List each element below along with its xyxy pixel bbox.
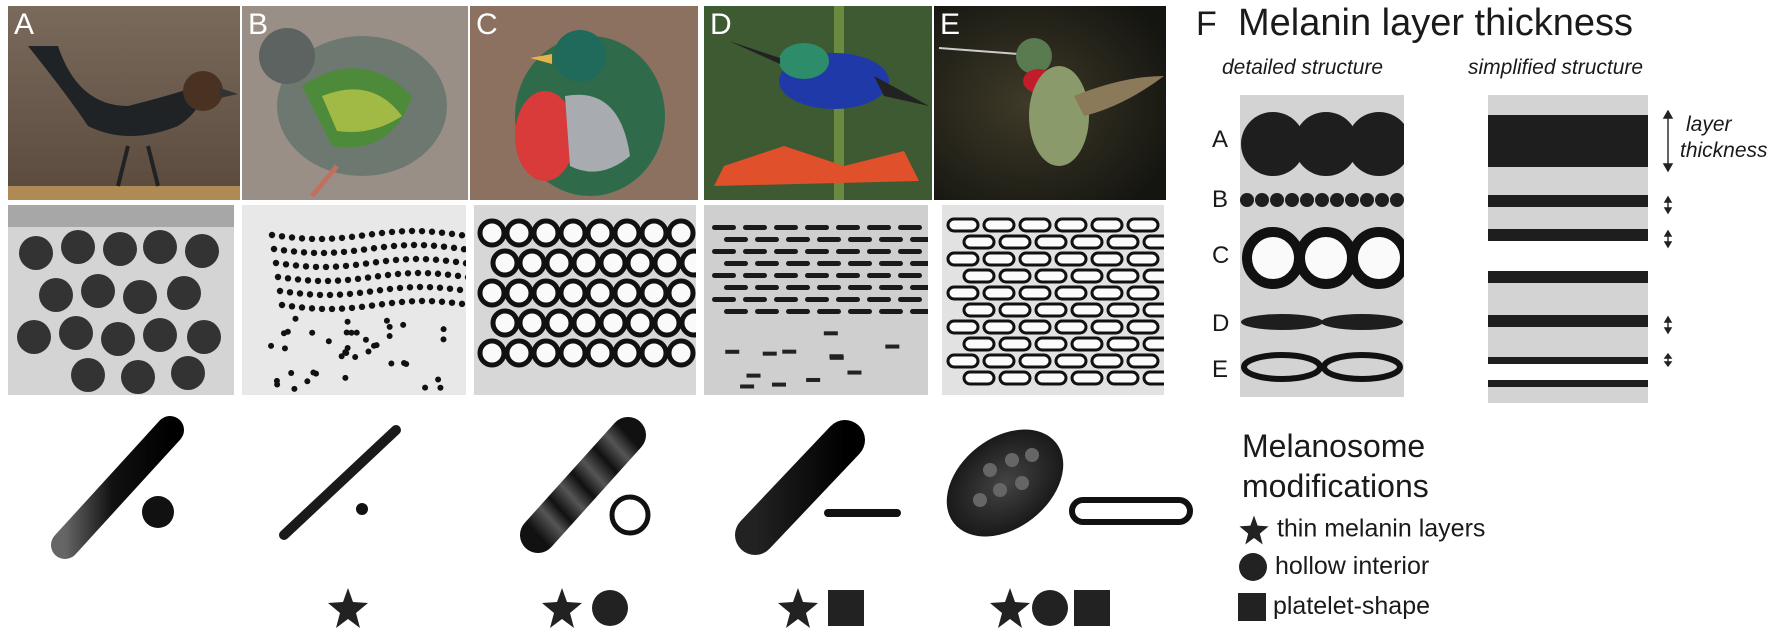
star-icon bbox=[1239, 515, 1269, 545]
tem-a-solid-rods bbox=[8, 205, 234, 395]
photo-a-cowbird: A bbox=[8, 6, 240, 200]
layer-thickness-label: layer thickness bbox=[1680, 112, 1768, 164]
panel-label-c: C bbox=[476, 8, 498, 41]
layer-thickness-arrows bbox=[1662, 110, 1674, 368]
detail-d-platelets bbox=[1241, 314, 1403, 330]
panel-label-a: A bbox=[14, 8, 35, 41]
detail-c-hollow-circles bbox=[1242, 227, 1404, 289]
legend-title-line2: modifications bbox=[1242, 468, 1429, 504]
circle-icon bbox=[592, 590, 628, 626]
tem-c-hollow-rods bbox=[474, 205, 696, 395]
detail-b-small-circles bbox=[1240, 193, 1404, 207]
circle-icon bbox=[1032, 590, 1068, 626]
panel-f-title: Melanin layer thickness bbox=[1238, 2, 1633, 44]
melanosome-shape-b bbox=[279, 425, 401, 540]
legend-item-hollow-interior: hollow interior bbox=[1238, 552, 1429, 582]
photo-e-hummingbird: E bbox=[934, 6, 1166, 200]
tem-b-thin-rods bbox=[242, 205, 466, 395]
detail-a-solid-circle bbox=[1347, 112, 1404, 176]
star-icon bbox=[328, 588, 368, 628]
detail-a-solid-circle bbox=[1241, 112, 1305, 176]
legend-item-platelet-shape: platelet-shape bbox=[1238, 592, 1431, 622]
square-icon bbox=[1074, 590, 1110, 626]
legend-title: Melanosome modifications bbox=[1242, 426, 1429, 506]
modification-symbols-c bbox=[542, 586, 638, 630]
photo-d-sunbird: D bbox=[704, 6, 932, 200]
photo-c-trogon: C bbox=[470, 6, 698, 200]
legend-item-thin-layers: thin melanin layers bbox=[1238, 514, 1485, 546]
row-label-a: A bbox=[1212, 126, 1229, 153]
simplified-structure-diagram bbox=[1488, 95, 1648, 403]
row-label-c: C bbox=[1212, 242, 1230, 269]
melanosome-shape-d bbox=[735, 420, 901, 555]
panel-label-e: E bbox=[940, 8, 961, 41]
photo-b-nicobar-pigeon: B bbox=[242, 6, 468, 200]
star-icon bbox=[990, 588, 1030, 628]
panel-label-d: D bbox=[710, 8, 732, 41]
circle-icon bbox=[1239, 553, 1267, 582]
layer-thickness-label-line2: thickness bbox=[1680, 139, 1768, 162]
detailed-structure-label: detailed structure bbox=[1222, 56, 1384, 79]
modification-symbols-e bbox=[990, 586, 1110, 630]
melanosome-shape-c bbox=[520, 417, 651, 553]
square-icon bbox=[1238, 593, 1266, 622]
legend-label-platelet-shape: platelet-shape bbox=[1272, 592, 1431, 620]
tem-e-hollow-platelets bbox=[942, 205, 1164, 395]
row-label-d: D bbox=[1212, 310, 1230, 337]
legend-label-thin-layers: thin melanin layers bbox=[1276, 514, 1486, 543]
modification-symbols-b bbox=[326, 586, 370, 630]
detail-e-hollow-platelets bbox=[1241, 352, 1403, 382]
row-label-e: E bbox=[1212, 356, 1229, 383]
legend-title-line1: Melanosome bbox=[1242, 428, 1426, 464]
panel-label-f: F bbox=[1196, 5, 1217, 43]
star-icon bbox=[542, 588, 582, 628]
tem-d-platelets bbox=[704, 205, 928, 395]
square-icon bbox=[828, 590, 864, 626]
detail-a-solid-circle bbox=[1294, 112, 1358, 176]
layer-thickness-label-line1: layer bbox=[1686, 113, 1732, 136]
row-label-b: B bbox=[1212, 186, 1229, 213]
simplified-structure-label: simplified structure bbox=[1468, 56, 1644, 79]
melanosome-shape-a bbox=[51, 416, 184, 559]
modification-symbols-d bbox=[778, 586, 874, 630]
star-icon bbox=[778, 588, 818, 628]
legend-label-hollow-interior: hollow interior bbox=[1274, 552, 1430, 580]
panel-label-b: B bbox=[248, 8, 269, 41]
melanosome-shape-e bbox=[946, 429, 1193, 537]
detailed-structure-diagram bbox=[1240, 95, 1404, 397]
